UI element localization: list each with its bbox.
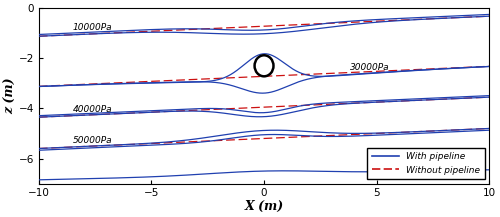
Y-axis label: z (m): z (m) xyxy=(4,78,17,114)
Legend: With pipeline, Without pipeline: With pipeline, Without pipeline xyxy=(368,148,485,179)
Text: 30000Pa: 30000Pa xyxy=(350,63,389,72)
Text: 10000Pa: 10000Pa xyxy=(72,23,112,32)
Text: 50000Pa: 50000Pa xyxy=(72,136,112,145)
X-axis label: X (m): X (m) xyxy=(244,200,284,213)
Text: 40000Pa: 40000Pa xyxy=(72,105,112,114)
